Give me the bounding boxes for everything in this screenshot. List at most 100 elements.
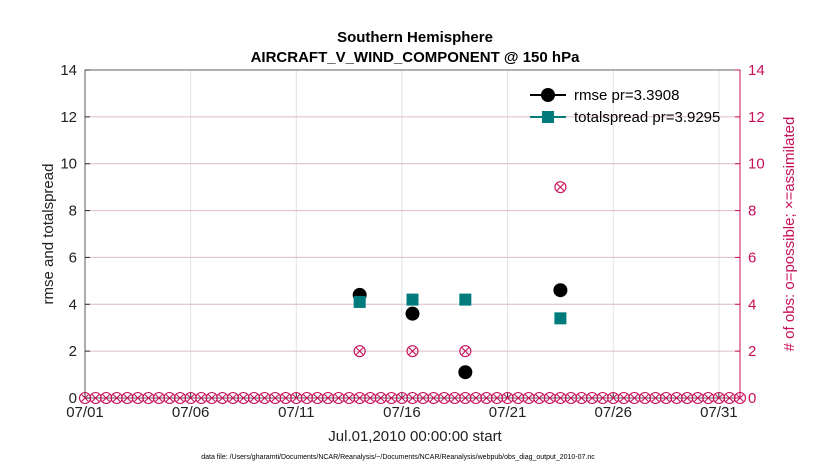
x-tick-label: 07/31 [700, 404, 738, 421]
obs-assimilated-marker [345, 394, 354, 402]
obs-assimilated-marker [123, 394, 132, 402]
legend-rmse-marker [541, 88, 555, 102]
obs-assimilated-marker [588, 394, 596, 402]
obs-assimilated-marker [366, 394, 375, 402]
rmse-point [458, 365, 473, 380]
obs-assimilated-marker [324, 394, 332, 402]
series-markers [352, 283, 568, 380]
obs-assimilated-marker [165, 394, 174, 402]
legend-spread-marker [542, 111, 554, 123]
obs-assimilated-marker [313, 394, 322, 402]
obs-assimilated-marker [376, 394, 385, 402]
y-right-tick-label: 4 [748, 296, 756, 313]
plot-area [85, 70, 740, 398]
y-right-tick-label: 12 [748, 109, 765, 126]
obs-assimilated-marker [112, 394, 121, 402]
obs-possible-marker [459, 345, 472, 358]
obs-assimilated-marker [91, 394, 100, 402]
y-right-tick-label: 14 [748, 62, 765, 79]
obs-possible-marker [353, 345, 366, 358]
x-tick-label: 07/16 [383, 404, 421, 421]
legend: rmse pr=3.3908 totalspread pr=3.9295 [530, 87, 720, 126]
y-axis-label: rmse and totalspread [40, 164, 57, 305]
obs-assimilated-marker [535, 394, 544, 402]
obs-assimilated-marker [683, 394, 692, 402]
chart-subtitle: AIRCRAFT_V_WIND_COMPONENT @ 150 hPa [251, 49, 581, 66]
tick-marks [84, 69, 740, 399]
y-tick-label: 6 [69, 249, 77, 266]
obs-assimilated-marker [440, 394, 449, 402]
obs-assimilated-marker [408, 394, 417, 402]
obs-assimilated-marker [471, 394, 480, 402]
obs-assimilated-marker [514, 394, 523, 402]
obs-assimilated-marker [197, 394, 206, 402]
y-right-tick-label: 6 [748, 249, 756, 266]
obs-assimilated-marker [260, 394, 269, 402]
obs-assimilated-marker [556, 394, 565, 402]
obs-assimilated-marker [387, 394, 396, 402]
y-tick-label: 14 [60, 62, 77, 79]
obs-assimilated-marker [609, 394, 618, 402]
obs-assimilated-marker [144, 394, 153, 402]
totalspread-point [459, 293, 472, 306]
obs-assimilated-marker [302, 394, 311, 402]
x-tick-label: 07/21 [489, 404, 527, 421]
obs-assimilated-marker [725, 394, 734, 402]
obs-assimilated-marker [630, 394, 639, 402]
obs-assimilated-marker [229, 394, 237, 402]
obs-assimilated-marker [672, 394, 681, 402]
y-tick-label: 4 [69, 296, 77, 313]
y-right-tick-label: 2 [748, 343, 756, 360]
obs-assimilated-marker [250, 394, 258, 402]
y-right-tick-label: 8 [748, 203, 756, 220]
y-axis-label-right: # of obs: o=possible; ×=assimilated [781, 117, 798, 352]
x-tick-label: 07/01 [66, 404, 104, 421]
obs-assimilated-marker [503, 394, 512, 402]
totalspread-point [406, 293, 419, 306]
bottom-axis-ticks: 07/01 07/06 07/11 07/16 07/21 07/26 07/31 [66, 404, 737, 421]
obs-assimilated-marker [598, 394, 607, 402]
legend-rmse-label: rmse pr=3.3908 [574, 87, 679, 104]
obs-assimilated-marker [662, 394, 670, 402]
obs-assimilated-marker [334, 394, 343, 402]
obs-assimilated-marker [133, 394, 142, 402]
obs-assimilated-marker [419, 394, 427, 402]
rmse-point [553, 283, 568, 298]
obs-assimilated-marker [355, 394, 364, 402]
obs-assimilated-marker [577, 394, 586, 402]
obs-assimilated-marker [641, 394, 649, 402]
obs-assimilated-marker [186, 394, 195, 402]
obs-assimilated-marker [102, 394, 111, 402]
obs-assimilated-marker [281, 394, 290, 402]
left-axis-ticks: 0 2 4 6 8 10 12 14 [60, 62, 77, 407]
obs-assimilated-marker [704, 394, 713, 402]
obs-assimilated-marker [545, 394, 554, 402]
totalspread-point [353, 295, 366, 308]
obs-assimilated-marker [81, 394, 89, 402]
y-tick-label: 2 [69, 343, 77, 360]
totalspread-point [554, 312, 567, 325]
obs-assimilated-marker [429, 394, 438, 402]
obs-assimilated-marker [567, 394, 575, 402]
obs-possible-marker [733, 391, 747, 405]
legend-spread-label: totalspread pr=3.9295 [574, 109, 720, 126]
obs-assimilated-marker [218, 394, 227, 402]
obs-assimilated-marker [461, 394, 470, 402]
obs-assimilated-marker [355, 347, 364, 356]
y-right-tick-label: 0 [748, 390, 756, 407]
y-tick-label: 10 [60, 156, 77, 173]
x-tick-label: 07/06 [172, 404, 210, 421]
obs-possible-marker [554, 181, 567, 194]
obs-assimilated-marker [239, 394, 248, 402]
obs-assimilated-marker [408, 347, 417, 356]
right-axis-ticks: 0 2 4 6 8 10 12 14 [748, 62, 765, 407]
obs-possible-marker [406, 345, 419, 358]
chart-title: Southern Hemisphere [337, 29, 493, 46]
obs-assimilated-marker [207, 394, 216, 402]
obs-assimilated-marker [651, 394, 660, 402]
obs-assimilated-marker [292, 394, 301, 402]
obs-assimilated-marker [482, 394, 491, 402]
y-tick-label: 12 [60, 109, 77, 126]
obs-assimilated-marker [556, 183, 565, 192]
